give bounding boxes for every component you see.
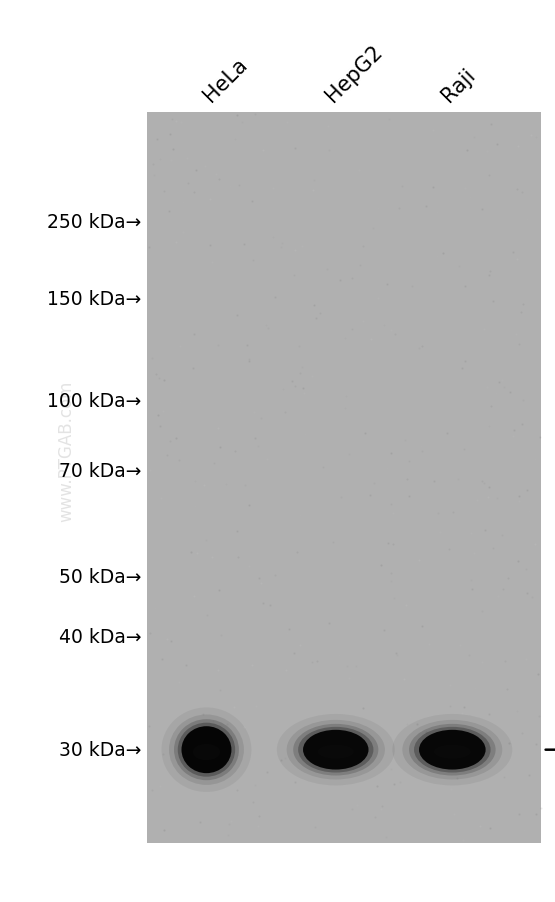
Ellipse shape	[414, 727, 491, 773]
Text: 40 kDa→: 40 kDa→	[59, 627, 142, 646]
Text: www.PTGAB.com: www.PTGAB.com	[58, 381, 75, 521]
Ellipse shape	[169, 714, 244, 785]
Text: 30 kDa→: 30 kDa→	[59, 741, 142, 759]
Text: 150 kDa→: 150 kDa→	[47, 290, 142, 308]
Ellipse shape	[303, 730, 369, 769]
Ellipse shape	[318, 745, 354, 759]
Text: 250 kDa→: 250 kDa→	[47, 213, 142, 232]
Text: HepG2: HepG2	[322, 41, 386, 106]
Text: 50 kDa→: 50 kDa→	[59, 567, 142, 586]
Text: 100 kDa→: 100 kDa→	[47, 391, 142, 410]
Ellipse shape	[392, 714, 512, 786]
Ellipse shape	[419, 730, 486, 769]
Ellipse shape	[298, 727, 374, 773]
Ellipse shape	[277, 714, 395, 786]
Text: Raji: Raji	[438, 64, 480, 106]
Text: 70 kDa→: 70 kDa→	[59, 461, 142, 480]
Ellipse shape	[286, 720, 385, 779]
Ellipse shape	[409, 724, 496, 776]
Text: HeLa: HeLa	[200, 54, 251, 106]
Ellipse shape	[178, 723, 235, 777]
Ellipse shape	[181, 726, 231, 773]
Ellipse shape	[402, 720, 502, 779]
Ellipse shape	[193, 744, 220, 760]
Ellipse shape	[162, 708, 251, 792]
Ellipse shape	[434, 745, 471, 759]
Bar	[147, 113, 541, 843]
Ellipse shape	[174, 720, 239, 780]
Ellipse shape	[293, 724, 379, 776]
